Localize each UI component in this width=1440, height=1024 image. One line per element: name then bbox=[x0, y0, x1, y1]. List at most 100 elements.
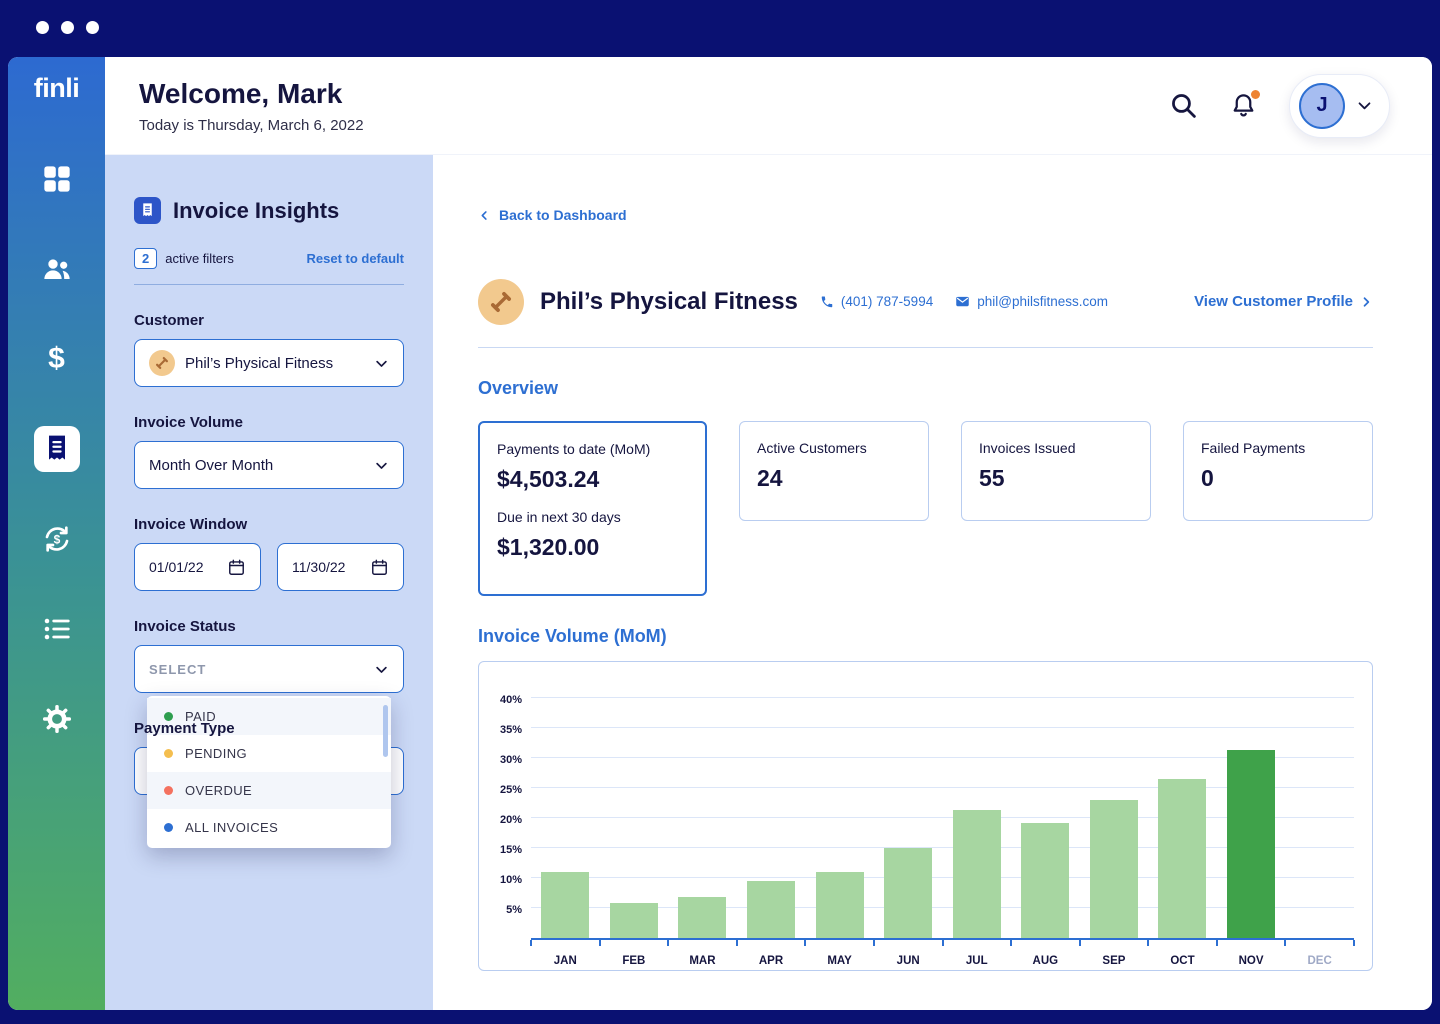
x-axis-label-dec: DEC bbox=[1285, 955, 1354, 967]
window-control-dot[interactable] bbox=[36, 21, 49, 34]
y-axis-label: 10% bbox=[500, 874, 522, 886]
chevron-down-icon bbox=[374, 662, 389, 677]
search-button[interactable] bbox=[1169, 91, 1198, 120]
customer-email-link[interactable]: phil@philsfitness.com bbox=[955, 294, 1108, 309]
sidebar-item-customers[interactable] bbox=[34, 246, 80, 292]
account-menu[interactable]: J bbox=[1289, 74, 1390, 138]
chart-bar-may bbox=[816, 872, 864, 938]
gear-icon bbox=[41, 703, 73, 735]
notifications-button[interactable] bbox=[1230, 92, 1257, 119]
window-control-dot[interactable] bbox=[61, 21, 74, 34]
back-to-dashboard-link[interactable]: Back to Dashboard bbox=[478, 207, 627, 223]
invoice-insights-icon bbox=[134, 197, 161, 224]
view-customer-profile-link[interactable]: View Customer Profile bbox=[1194, 293, 1373, 310]
failed-payments-card: Failed Payments 0 bbox=[1183, 421, 1373, 521]
status-option-label: PENDING bbox=[185, 746, 247, 761]
chart-bar-aug bbox=[1021, 823, 1069, 938]
x-axis-label-jul: JUL bbox=[942, 955, 1011, 967]
svg-text:$: $ bbox=[53, 532, 60, 546]
invoice-volume-value: Month Over Month bbox=[149, 457, 273, 474]
chart-bar-sep bbox=[1090, 800, 1138, 937]
x-axis-tick bbox=[736, 940, 738, 946]
x-axis-label-may: MAY bbox=[805, 955, 874, 967]
x-axis-tick bbox=[1147, 940, 1149, 946]
active-filters-label: active filters bbox=[165, 251, 234, 266]
start-date-input[interactable]: 01/01/22 bbox=[134, 543, 261, 591]
x-axis-tick bbox=[1010, 940, 1012, 946]
status-option-label: ALL INVOICES bbox=[185, 820, 278, 835]
customer-select[interactable]: Phil’s Physical Fitness bbox=[134, 339, 404, 387]
sidebar-item-recurring-payments[interactable]: $ bbox=[34, 516, 80, 562]
x-axis-tick bbox=[873, 940, 875, 946]
sidebar-item-invoices[interactable] bbox=[34, 426, 80, 472]
y-axis-label: 30% bbox=[500, 754, 522, 766]
chart-plot-area bbox=[531, 688, 1354, 940]
x-axis-tick bbox=[1353, 940, 1355, 946]
x-axis-label-jun: JUN bbox=[874, 955, 943, 967]
window-titlebar bbox=[36, 21, 99, 34]
card-value: $4,503.24 bbox=[497, 466, 688, 493]
card-label: Active Customers bbox=[757, 440, 911, 456]
sidebar-item-dashboard[interactable] bbox=[34, 156, 80, 202]
chart-bar-feb bbox=[610, 903, 658, 937]
card-label: Failed Payments bbox=[1201, 440, 1355, 456]
reset-filters-link[interactable]: Reset to default bbox=[306, 251, 404, 266]
chevron-down-icon bbox=[374, 458, 389, 473]
chart-bar-apr bbox=[747, 881, 795, 938]
chart-bar-oct bbox=[1158, 779, 1206, 937]
chart-title: Invoice Volume (MoM) bbox=[478, 626, 1373, 647]
date-line: Today is Thursday, March 6, 2022 bbox=[139, 117, 364, 134]
x-axis-tick bbox=[804, 940, 806, 946]
sidebar-nav: $ $ bbox=[34, 156, 80, 742]
x-axis-label-feb: FEB bbox=[600, 955, 669, 967]
y-axis-label: 20% bbox=[500, 814, 522, 826]
list-icon bbox=[41, 613, 73, 645]
invoice-insights-panel: Invoice Insights 2 active filters Reset … bbox=[105, 155, 433, 1010]
overview-title: Overview bbox=[478, 378, 1373, 399]
panel-divider bbox=[134, 284, 404, 285]
overdue-status-dot bbox=[164, 786, 173, 795]
customer-phone-link[interactable]: (401) 787-5994 bbox=[820, 294, 933, 309]
invoice-status-placeholder: SELECT bbox=[149, 662, 206, 677]
search-icon bbox=[1169, 91, 1198, 120]
chevron-left-icon bbox=[478, 209, 491, 222]
customer-select-value: Phil’s Physical Fitness bbox=[185, 355, 333, 372]
y-axis-label: 35% bbox=[500, 724, 522, 736]
sidebar-item-payments[interactable]: $ bbox=[34, 336, 80, 382]
x-axis-label-aug: AUG bbox=[1011, 955, 1080, 967]
customer-mini-avatar bbox=[149, 350, 175, 376]
x-axis-tick bbox=[1216, 940, 1218, 946]
customer-avatar bbox=[478, 279, 524, 325]
app-window: finli $ bbox=[0, 0, 1440, 1024]
calendar-icon bbox=[370, 558, 389, 577]
phone-icon bbox=[820, 295, 834, 309]
sidebar-item-settings[interactable] bbox=[34, 696, 80, 742]
status-option-all-invoices[interactable]: ALL INVOICES bbox=[147, 809, 391, 846]
window-control-dot[interactable] bbox=[86, 21, 99, 34]
card-value: 0 bbox=[1201, 465, 1355, 492]
end-date-input[interactable]: 11/30/22 bbox=[277, 543, 404, 591]
x-axis-tick bbox=[530, 940, 532, 946]
x-axis-tick bbox=[942, 940, 944, 946]
status-option-overdue[interactable]: OVERDUE bbox=[147, 772, 391, 809]
x-axis-label-nov: NOV bbox=[1217, 955, 1286, 967]
sidebar-item-lists[interactable] bbox=[34, 606, 80, 652]
chart-bar-jul bbox=[953, 810, 1001, 937]
x-axis-label-apr: APR bbox=[737, 955, 806, 967]
x-axis-tick bbox=[667, 940, 669, 946]
y-axis-label: 15% bbox=[500, 844, 522, 856]
mail-icon bbox=[955, 294, 970, 309]
y-axis-label: 25% bbox=[500, 784, 522, 796]
start-date-value: 01/01/22 bbox=[149, 559, 204, 575]
card-value: 24 bbox=[757, 465, 911, 492]
customer-label: Customer bbox=[134, 312, 404, 329]
primary-sidebar: finli $ bbox=[8, 57, 105, 1010]
status-option-label: OVERDUE bbox=[185, 783, 252, 798]
status-option-pending[interactable]: PENDING bbox=[147, 735, 391, 772]
x-axis-tick bbox=[1079, 940, 1081, 946]
invoice-volume-select[interactable]: Month Over Month bbox=[134, 441, 404, 489]
chart-x-axis: JANFEBMARAPRMAYJUNJULAUGSEPOCTNOVDEC bbox=[531, 955, 1354, 967]
page-title: Welcome, Mark bbox=[139, 78, 364, 110]
invoice-status-select[interactable]: SELECT bbox=[134, 645, 404, 693]
invoice-volume-label: Invoice Volume bbox=[134, 414, 404, 431]
